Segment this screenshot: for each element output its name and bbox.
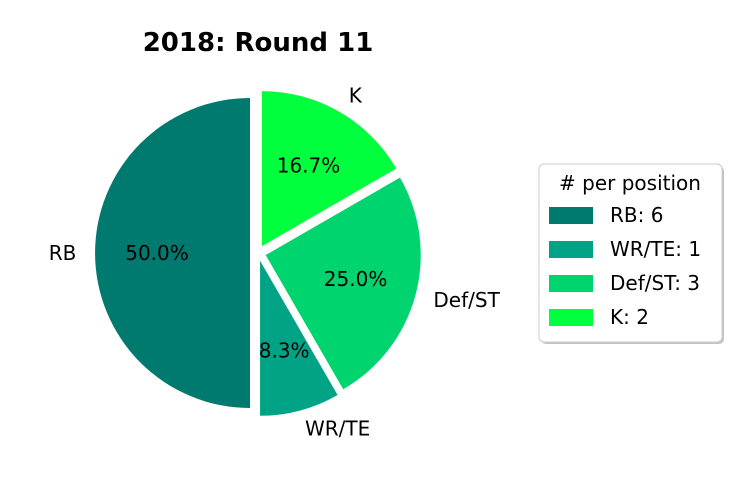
slice-percent-label: 16.7% (277, 154, 341, 178)
legend-swatch (549, 241, 593, 258)
legend-swatch (549, 275, 593, 292)
pie-slices: 50.0% RB 8.3% WR/TE 25.0% Def/ST 16.7% K (49, 84, 501, 441)
slice-percent-label: 8.3% (259, 339, 310, 363)
pie-slice-def-st (265, 177, 421, 390)
pie-slice-wr-te (260, 260, 338, 416)
legend-items: RB: 6 WR/TE: 1 Def/ST: 3 K: 2 (549, 203, 701, 329)
slice-category-label: K (349, 84, 363, 108)
legend-entry-label: K: 2 (610, 305, 649, 329)
legend-entry-label: WR/TE: 1 (610, 237, 701, 261)
pie-slice-rb (95, 98, 250, 408)
legend-swatch (549, 207, 593, 224)
slice-percent-label: 25.0% (324, 267, 388, 291)
chart-title: 2018: Round 11 (143, 28, 374, 58)
slice-percent-label: 50.0% (125, 241, 189, 265)
legend-entry-label: Def/ST: 3 (610, 271, 700, 295)
legend: # per position RB: 6 WR/TE: 1 Def/ST: 3 K: … (538, 163, 724, 344)
slice-category-label: Def/ST (433, 288, 500, 312)
pie-slice-k (262, 91, 397, 247)
slice-category-label: RB (49, 241, 77, 265)
legend-swatch (549, 309, 593, 326)
legend-title: # per position (559, 171, 701, 195)
legend-entry-label: RB: 6 (610, 203, 663, 227)
slice-category-label: WR/TE (305, 416, 370, 440)
